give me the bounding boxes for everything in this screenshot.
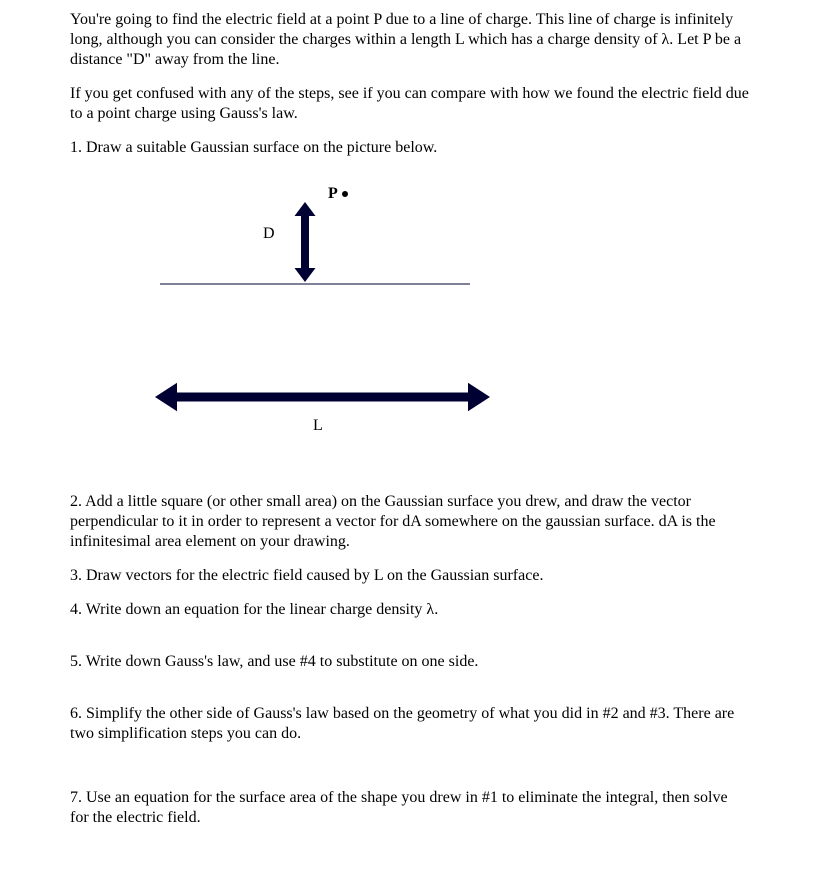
intro-paragraph-1: You're going to find the electric field … [70, 10, 749, 70]
question-7: 7. Use an equation for the surface area … [70, 788, 749, 828]
question-6: 6. Simplify the other side of Gauss's la… [70, 704, 749, 744]
diagram-svg: P D L [70, 172, 570, 462]
arrow-l-horizontal [155, 383, 490, 412]
arrow-d-vertical [295, 202, 316, 282]
label-d: D [263, 225, 275, 242]
intro-paragraph-2: If you get confused with any of the step… [70, 84, 749, 124]
question-2: 2. Add a little square (or other small a… [70, 492, 749, 552]
question-1: 1. Draw a suitable Gaussian surface on t… [70, 138, 749, 158]
question-4: 4. Write down an equation for the linear… [70, 600, 749, 620]
figure-diagram: P D L [70, 172, 749, 462]
point-p-dot [342, 191, 348, 197]
label-p: P [328, 185, 338, 202]
label-l: L [313, 417, 323, 434]
question-5: 5. Write down Gauss's law, and use #4 to… [70, 652, 749, 672]
worksheet-page: You're going to find the electric field … [0, 0, 814, 872]
question-3: 3. Draw vectors for the electric field c… [70, 566, 749, 586]
